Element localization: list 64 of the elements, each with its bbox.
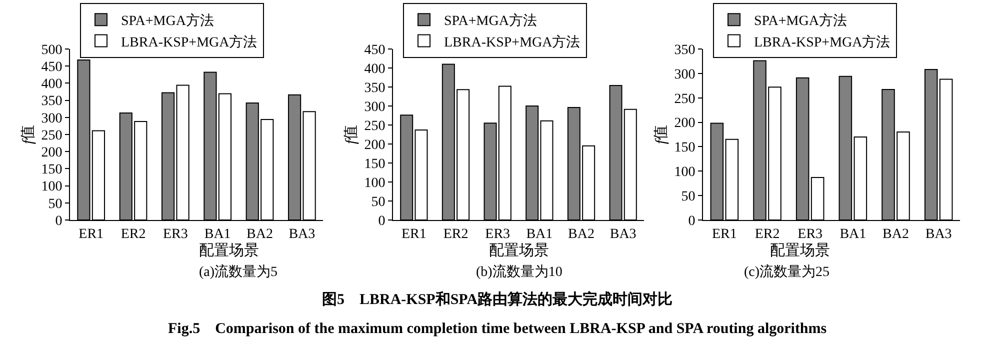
- x-axis-title: 配置场景: [489, 242, 549, 259]
- text: (a)流数量为5: [199, 264, 278, 280]
- y-tick-label: 250: [364, 118, 386, 134]
- y-tick-label: 200: [41, 146, 62, 160]
- y-tick-label: 500: [41, 42, 62, 58]
- y-tick-label: 250: [674, 92, 696, 107]
- y-tick-label: 300: [364, 100, 386, 115]
- y-tick-label: 400: [41, 77, 62, 92]
- y-tick-label: 150: [674, 140, 696, 156]
- y-tick-label: 150: [364, 156, 386, 172]
- legend-label: SPA+MGA方法: [444, 13, 537, 30]
- y-tick-label: 450: [41, 60, 62, 75]
- y-tick-label: 350: [364, 80, 386, 96]
- y-axis-title: f值: [343, 124, 360, 144]
- legend-label: LBRA-KSP+MGA方法: [121, 34, 258, 50]
- y-tick-label: 50: [48, 196, 62, 212]
- y-tick-label: 150: [41, 162, 62, 178]
- x-tick-label: BA2: [882, 226, 909, 242]
- x-axis-title: 配置场景: [770, 242, 830, 259]
- x-tick-label: ER1: [401, 226, 426, 242]
- x-tick-label: ER3: [798, 226, 823, 242]
- y-axis-title: f值: [653, 124, 670, 144]
- y-tick-label: 0: [55, 214, 62, 229]
- x-tick-label: BA1: [204, 226, 231, 242]
- y-tick-label: 450: [364, 42, 386, 58]
- y-tick-label: 0: [378, 214, 386, 229]
- x-axis-title: 配置场景: [199, 242, 259, 259]
- y-tick-label: 250: [41, 128, 62, 144]
- x-tick-label: BA1: [840, 226, 866, 242]
- y-tick-label: 0: [688, 214, 696, 229]
- x-tick-label: BA2: [246, 226, 273, 242]
- legend-label: LBRA-KSP+MGA方法: [444, 34, 580, 50]
- y-tick-label: 200: [674, 116, 696, 132]
- x-tick-label: ER1: [712, 226, 737, 242]
- x-tick-label: ER2: [120, 226, 146, 242]
- x-tick-label: ER1: [78, 226, 104, 242]
- caption: 图5 LBRA-KSP和SPA路由算法的最大完成时间对比: [322, 290, 673, 308]
- y-tick-label: 300: [674, 67, 696, 82]
- caption: Fig.5 Comparison of the maximum completion time between LBRA-KSP and SPA routing algorithms: [168, 321, 827, 337]
- x-tick-label: BA3: [288, 226, 316, 242]
- y-tick-label: 100: [41, 180, 62, 195]
- y-tick-label: 200: [364, 138, 386, 153]
- text: (c)流数量为25: [744, 264, 830, 280]
- x-tick-label: BA2: [568, 226, 594, 242]
- x-tick-label: ER2: [443, 226, 468, 242]
- x-tick-label: BA3: [925, 226, 952, 242]
- legend-label: LBRA-KSP+MGA方法: [754, 34, 890, 50]
- legend-label: SPA+MGA方法: [121, 13, 214, 30]
- x-tick-label: BA1: [526, 226, 553, 242]
- text: (b)流数量为10: [476, 264, 562, 280]
- y-tick-label: 300: [41, 111, 62, 126]
- y-tick-label: 350: [41, 94, 62, 110]
- y-tick-label: 50: [371, 194, 386, 210]
- x-tick-label: ER3: [485, 226, 510, 242]
- x-tick-label: BA3: [610, 226, 636, 242]
- y-tick-label: 100: [364, 176, 386, 191]
- y-axis-title: f值: [20, 124, 36, 144]
- y-tick-label: 50: [681, 189, 696, 204]
- y-tick-label: 400: [364, 62, 386, 77]
- x-tick-label: ER2: [754, 226, 780, 242]
- y-tick-label: 350: [674, 42, 696, 58]
- y-tick-label: 100: [674, 165, 696, 180]
- x-tick-label: ER3: [162, 226, 188, 242]
- legend-label: SPA+MGA方法: [754, 13, 847, 30]
